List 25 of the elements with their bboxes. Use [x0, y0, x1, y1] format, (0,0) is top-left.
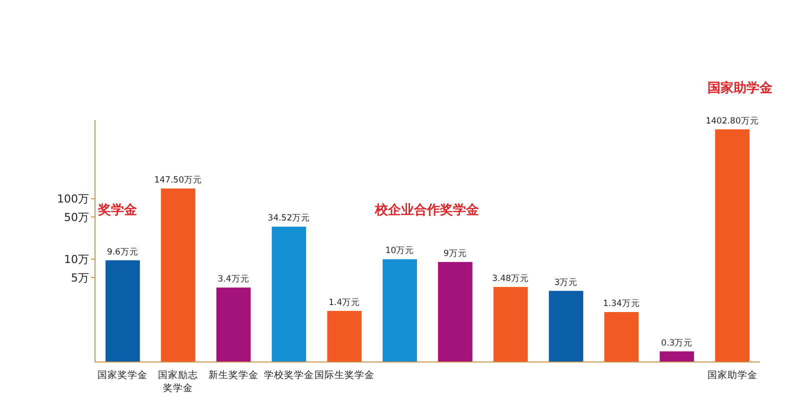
data-label: 0.3万元	[661, 337, 693, 348]
data-label: 3万元	[554, 276, 578, 288]
data-label: 9.6万元	[106, 246, 138, 258]
x-tick-label: 国家助学金	[707, 369, 758, 381]
data-label: 10万元	[385, 245, 414, 256]
y-tick-label: 10万	[64, 253, 89, 266]
x-tick-label: 新生奖学金	[208, 369, 259, 381]
text: 国家助学金	[707, 80, 774, 96]
x-tick-label: 学校奖学金	[264, 369, 314, 381]
data-label: 3.4万元	[218, 274, 250, 285]
data-label: 34.52万元	[268, 212, 310, 224]
data-label: 147.50万元	[154, 174, 202, 186]
y-tick-label: 50万	[64, 210, 89, 224]
data-label: 3.48万元	[492, 272, 530, 284]
x-tick-label: 国际生奖学金	[314, 369, 374, 381]
data-label: 1.4万元	[328, 296, 360, 308]
data-label: 1402.80万元	[706, 115, 759, 126]
data-label: 9万元	[443, 248, 467, 259]
x-tick-label: 国家励志奖学金	[158, 369, 198, 394]
y-tick-label: 5万	[71, 271, 89, 284]
y-tick-label: 100万	[57, 192, 89, 206]
annotation: 校企业合作奖学金	[374, 202, 480, 218]
data-label: 1.34万元	[602, 298, 640, 310]
x-tick-label: 国家奖学金	[98, 369, 148, 381]
annotation: 奖学金	[96, 203, 138, 218]
